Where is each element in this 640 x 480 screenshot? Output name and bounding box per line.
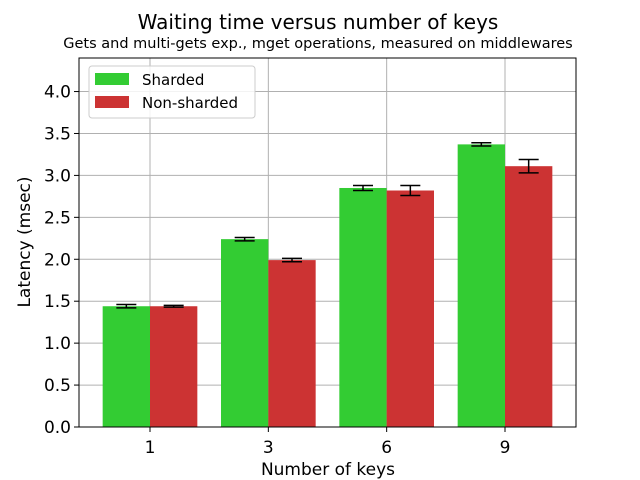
legend-label-non-sharded: Non-sharded <box>142 94 238 112</box>
bar-non-sharded <box>268 260 316 427</box>
y-tick-label: 4.0 <box>44 83 71 103</box>
x-axis: 1 3 6 9 <box>145 427 511 458</box>
bars <box>102 144 553 428</box>
x-tick-label: 1 <box>145 438 156 458</box>
chart-subtitle: Gets and multi-gets exp., mget operation… <box>63 36 572 52</box>
y-tick-label: 2.5 <box>44 208 71 228</box>
chart-title: Waiting time versus number of keys <box>138 10 499 34</box>
y-tick-label: 3.0 <box>44 166 71 186</box>
x-tick-label: 3 <box>263 438 274 458</box>
legend-box <box>88 65 256 119</box>
x-tick-label: 6 <box>381 438 392 458</box>
legend: Sharded Non-sharded <box>88 65 256 119</box>
y-tick-label: 1.0 <box>44 334 71 354</box>
y-tick-label: 2.0 <box>44 250 71 270</box>
bar-sharded <box>457 144 505 427</box>
bar-non-sharded <box>505 166 553 428</box>
x-axis-label: Number of keys <box>261 460 395 480</box>
plot-frame <box>78 57 577 428</box>
legend-swatch-sharded <box>95 73 129 85</box>
legend-label-sharded: Sharded <box>142 71 204 89</box>
x-tick-label: 9 <box>500 438 511 458</box>
bar-non-sharded <box>150 306 198 427</box>
y-tick-label: 3.5 <box>44 124 71 144</box>
bar-sharded <box>221 239 269 427</box>
y-axis: 0.0 0.5 1.0 1.5 2.0 2.5 3.0 3.5 4.0 <box>44 83 79 438</box>
bar-non-sharded <box>386 190 434 427</box>
y-tick-label: 0.0 <box>44 418 71 438</box>
error-bars <box>116 141 539 309</box>
bar-sharded <box>339 187 387 427</box>
y-tick-label: 0.5 <box>44 376 71 396</box>
bar-sharded <box>102 306 150 427</box>
legend-swatch-non-sharded <box>95 96 129 108</box>
y-axis-label: Latency (msec) <box>15 176 35 307</box>
y-tick-label: 1.5 <box>44 292 71 312</box>
